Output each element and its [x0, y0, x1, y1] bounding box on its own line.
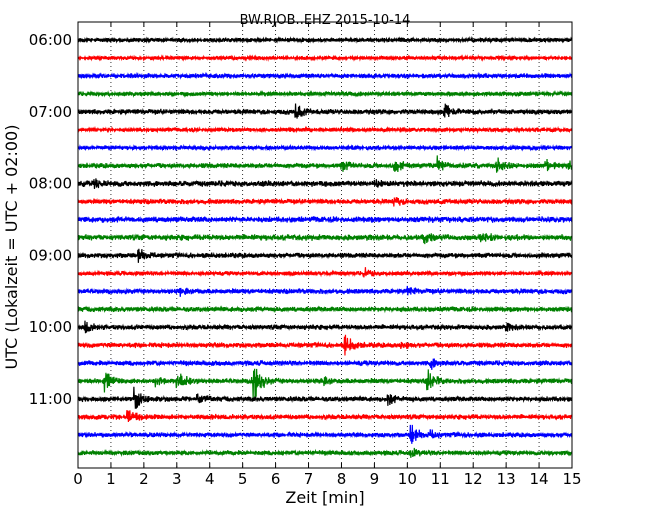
seismic-trace [77, 178, 573, 189]
seismic-trace [77, 71, 573, 80]
seismic-trace [77, 103, 573, 119]
x-tick-label: 13 [497, 470, 516, 488]
seismic-trace [77, 248, 573, 263]
x-tick-label: 3 [172, 470, 182, 488]
x-tick-label: 8 [337, 470, 347, 488]
x-tick-label: 6 [271, 470, 281, 488]
x-tick-label: 11 [431, 470, 450, 488]
y-axis-ticks: 06:00 07:00 08:00 09:00 10:00 11:00 [29, 31, 572, 408]
seismic-trace [77, 285, 573, 297]
y-tick-label: 08:00 [29, 175, 72, 193]
seismic-trace [77, 305, 573, 314]
y-tick-label: 07:00 [29, 103, 72, 121]
seismic-trace [77, 35, 573, 44]
x-tick-label: 10 [398, 470, 417, 488]
seismic-trace [77, 320, 573, 334]
x-tick-label: 9 [370, 470, 380, 488]
x-tick-label: 5 [238, 470, 248, 488]
y-axis-label: UTC (Lokalzeit = UTC + 02:00) [2, 125, 21, 370]
x-tick-label: 14 [530, 470, 549, 488]
seismic-trace [77, 233, 573, 245]
x-axis-label: Zeit [min] [285, 488, 364, 507]
seismic-trace [77, 447, 573, 458]
y-tick-label: 11:00 [29, 390, 72, 408]
seismic-trace [77, 215, 573, 224]
seismic-trace [77, 410, 573, 422]
seismic-trace [77, 334, 573, 356]
seismic-trace [77, 143, 573, 152]
seismic-traces [77, 35, 573, 458]
seismic-trace [77, 89, 573, 98]
seismic-trace [77, 54, 573, 62]
x-tick-label: 2 [139, 470, 149, 488]
seismic-trace [77, 368, 573, 401]
y-tick-label: 06:00 [29, 31, 72, 49]
y-tick-label: 10:00 [29, 318, 72, 336]
seismic-trace [77, 197, 573, 207]
plot-frame [77, 21, 573, 469]
seismic-trace [77, 424, 573, 444]
seismic-trace [77, 386, 573, 409]
chart-title: BW.RJOB..EHZ 2015-10-14 [240, 13, 411, 28]
x-tick-label: 15 [562, 470, 581, 488]
x-tick-label: 1 [106, 470, 116, 488]
seismic-trace [77, 125, 573, 134]
x-tick-label: 0 [73, 470, 83, 488]
x-tick-label: 4 [205, 470, 215, 488]
seismic-trace [77, 155, 573, 173]
seismic-trace [77, 267, 573, 278]
x-tick-label: 12 [464, 470, 483, 488]
x-tick-label: 7 [304, 470, 314, 488]
y-tick-label: 09:00 [29, 246, 72, 264]
seismic-trace [77, 358, 573, 370]
x-axis-ticks: 0 1 2 3 4 5 6 7 8 9 10 11 12 13 14 15 [73, 22, 582, 488]
